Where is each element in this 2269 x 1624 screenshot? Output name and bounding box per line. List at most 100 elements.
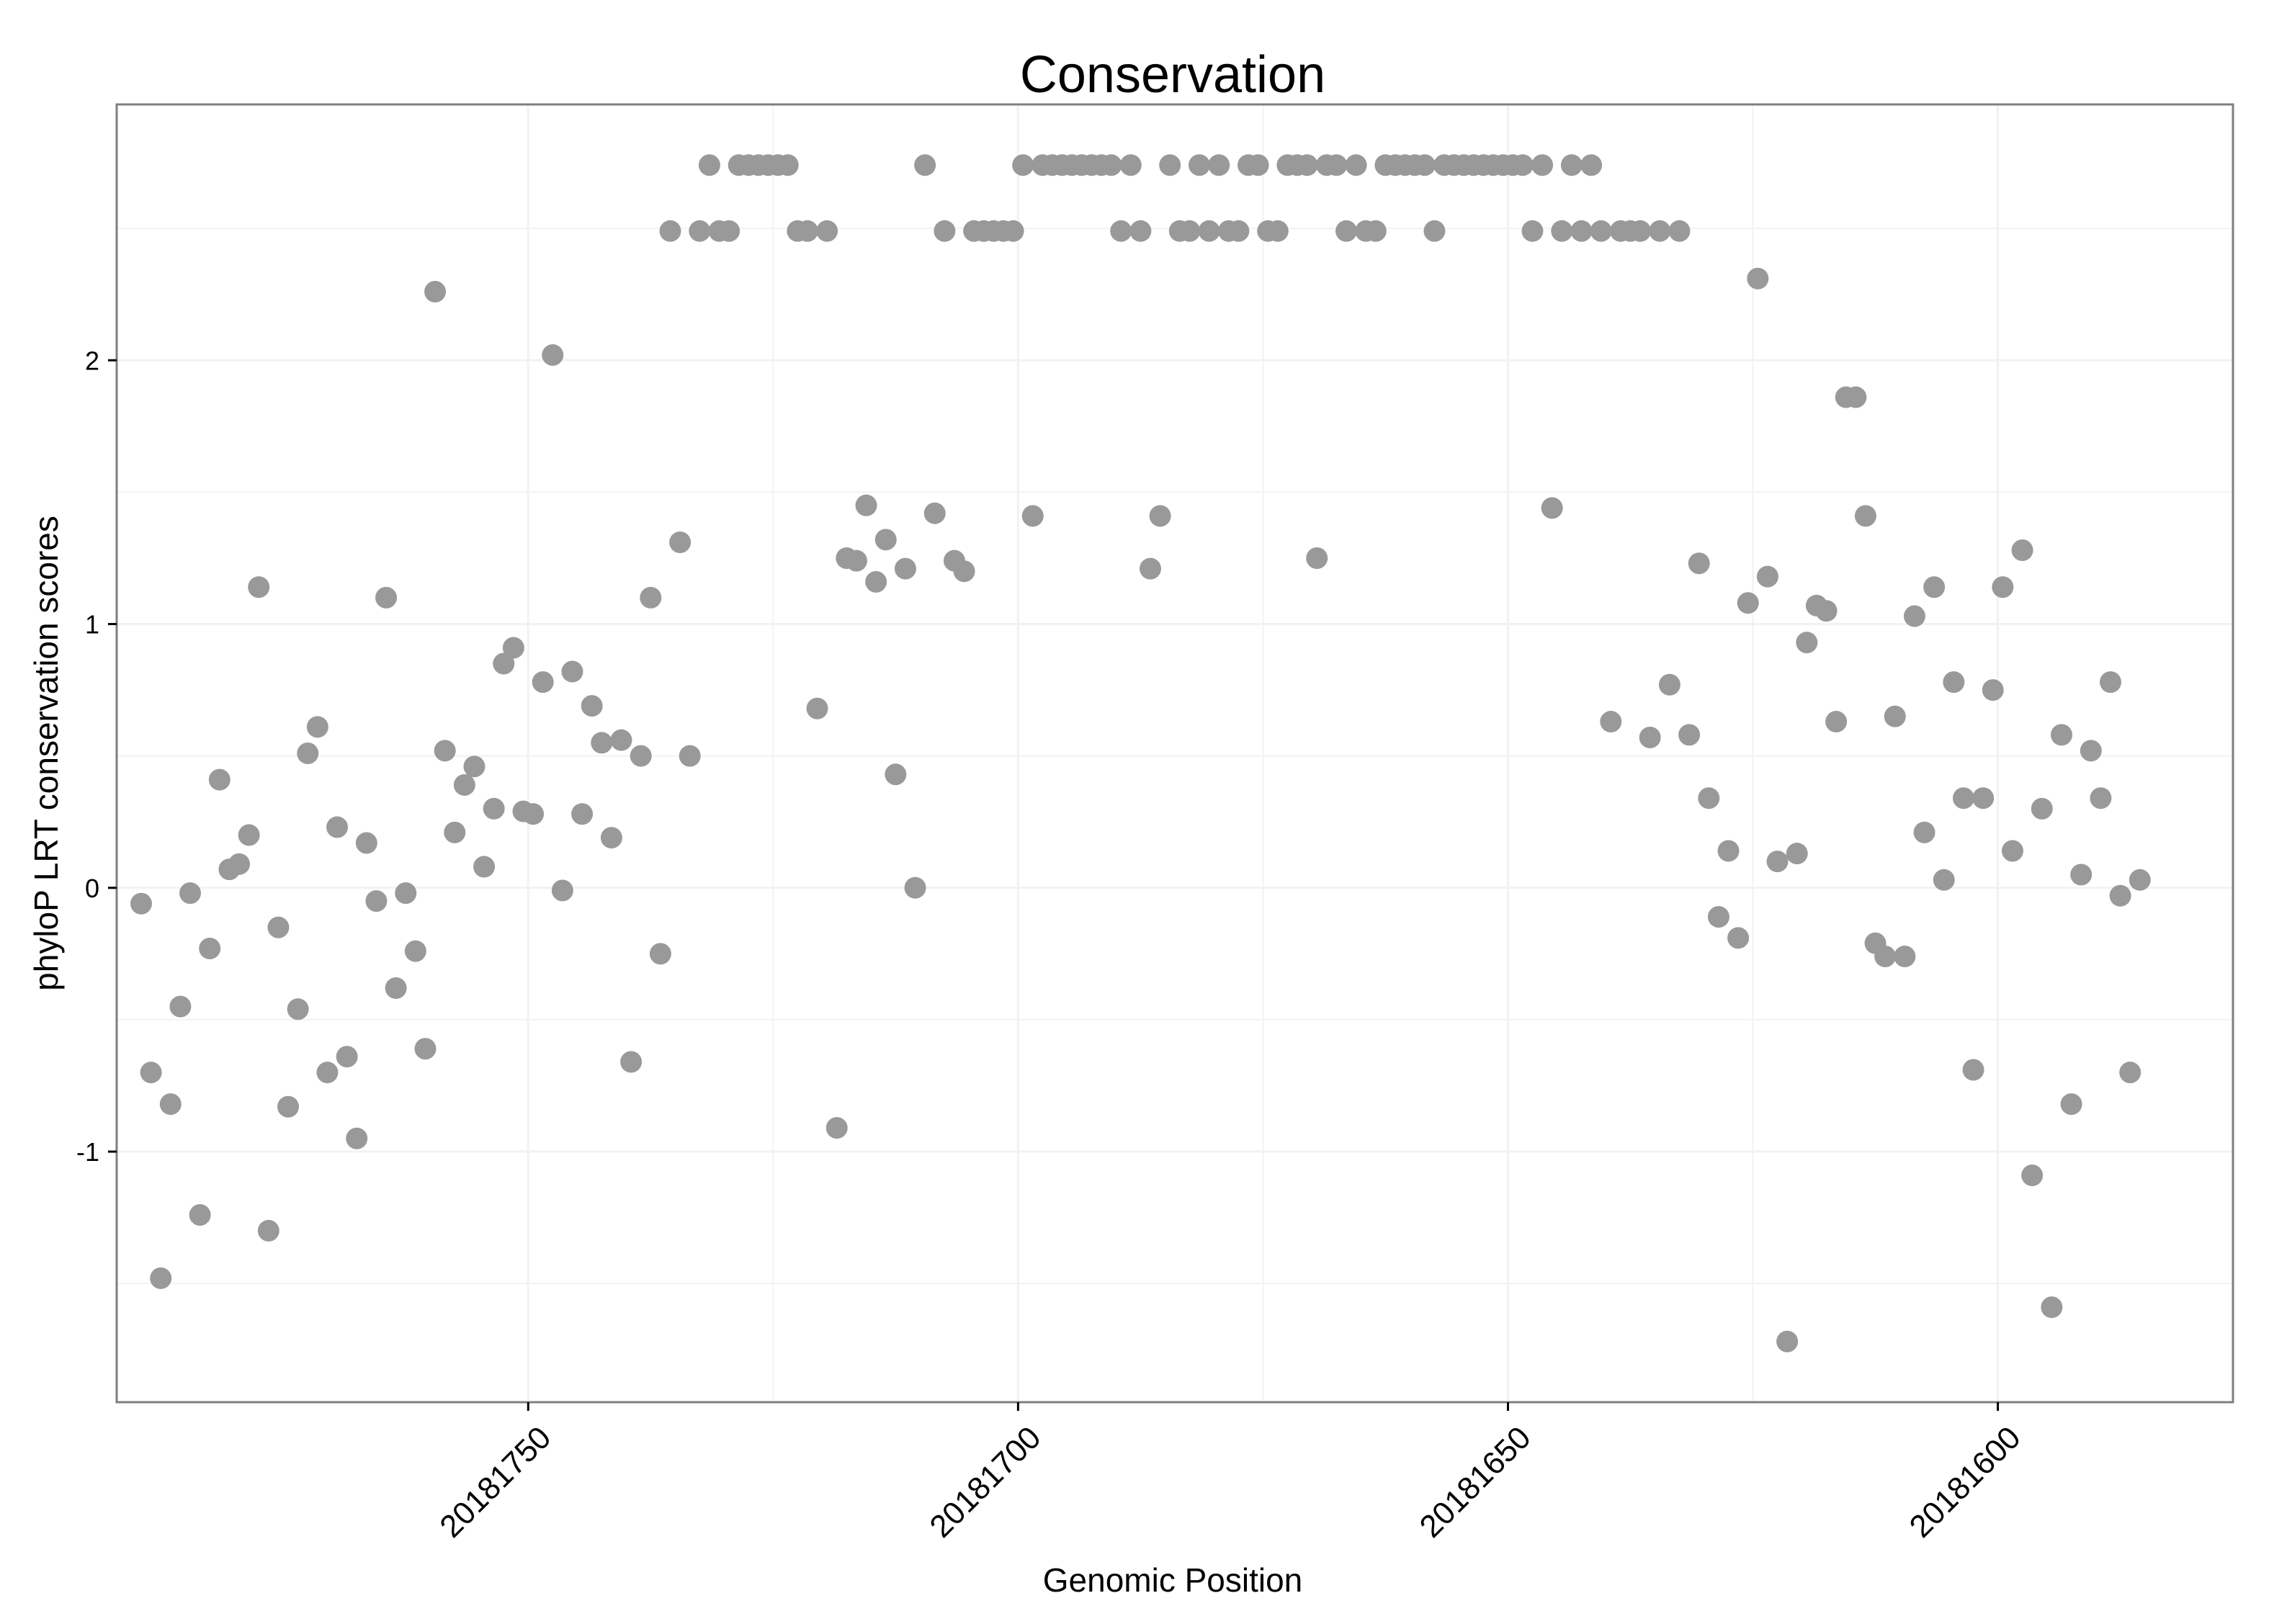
data-point-183 xyxy=(1923,576,1946,598)
data-point-1 xyxy=(140,1062,162,1084)
data-point-173 xyxy=(1825,711,1848,733)
data-point-53 xyxy=(649,943,671,965)
x-tick-label-2: 20181650 xyxy=(1413,1419,1538,1544)
data-point-10 xyxy=(228,853,251,875)
data-point-110 xyxy=(1208,154,1230,176)
data-point-104 xyxy=(1149,505,1171,527)
chart-title: Conservation xyxy=(1020,46,1325,104)
data-point-25 xyxy=(375,586,398,609)
data-point-89 xyxy=(1002,220,1024,242)
data-point-114 xyxy=(1247,154,1269,176)
data-point-197 xyxy=(2060,1093,2082,1116)
data-point-122 xyxy=(1325,154,1348,176)
data-point-161 xyxy=(1707,906,1729,928)
data-point-149 xyxy=(1590,220,1612,242)
data-point-38 xyxy=(502,637,524,659)
data-point-2 xyxy=(150,1267,172,1289)
data-point-26 xyxy=(385,977,407,999)
data-point-18 xyxy=(306,716,328,738)
data-point-179 xyxy=(1884,705,1906,727)
data-point-124 xyxy=(1345,154,1367,176)
data-point-158 xyxy=(1678,724,1701,746)
x-axis-label: Genomic Position xyxy=(1043,1561,1303,1599)
data-point-190 xyxy=(1992,576,2014,598)
data-point-70 xyxy=(816,220,838,242)
data-point-13 xyxy=(257,1219,279,1242)
data-point-56 xyxy=(679,745,701,767)
data-point-120 xyxy=(1306,547,1328,569)
data-point-166 xyxy=(1756,565,1778,588)
data-point-186 xyxy=(1952,787,1974,809)
data-point-191 xyxy=(2001,840,2023,862)
data-point-47 xyxy=(591,732,613,754)
data-point-29 xyxy=(414,1038,437,1060)
data-point-189 xyxy=(1982,679,2004,701)
data-point-33 xyxy=(453,773,475,796)
data-point-203 xyxy=(2119,1062,2142,1084)
data-point-162 xyxy=(1717,840,1740,862)
data-point-157 xyxy=(1668,220,1691,242)
data-point-58 xyxy=(698,154,720,176)
data-point-60 xyxy=(718,220,740,242)
data-point-55 xyxy=(669,531,692,553)
data-point-75 xyxy=(865,570,887,593)
data-point-144 xyxy=(1541,497,1563,519)
data-point-167 xyxy=(1766,851,1789,873)
data-point-81 xyxy=(923,502,946,524)
data-point-34 xyxy=(463,755,485,778)
data-point-154 xyxy=(1639,727,1661,749)
data-point-22 xyxy=(346,1127,368,1149)
data-point-153 xyxy=(1629,220,1652,242)
data-point-165 xyxy=(1747,267,1769,290)
y-tick-label-2: 1 xyxy=(85,610,99,640)
data-point-182 xyxy=(1913,821,1935,843)
data-point-15 xyxy=(277,1095,300,1118)
data-point-181 xyxy=(1903,605,1925,627)
data-point-74 xyxy=(855,494,877,516)
data-point-126 xyxy=(1364,220,1387,242)
data-point-20 xyxy=(326,816,349,838)
data-point-159 xyxy=(1688,552,1710,575)
data-point-27 xyxy=(395,882,417,905)
data-point-49 xyxy=(610,729,632,751)
data-point-102 xyxy=(1129,220,1152,242)
data-point-0 xyxy=(130,892,153,915)
data-point-76 xyxy=(874,529,897,551)
data-point-46 xyxy=(581,695,603,717)
data-point-142 xyxy=(1521,220,1544,242)
data-point-45 xyxy=(571,803,594,825)
data-point-172 xyxy=(1815,600,1838,622)
data-point-148 xyxy=(1580,154,1603,176)
data-point-7 xyxy=(199,938,221,960)
data-point-19 xyxy=(316,1062,339,1084)
data-point-146 xyxy=(1560,154,1583,176)
data-point-43 xyxy=(551,879,573,902)
data-point-82 xyxy=(934,220,956,242)
data-point-30 xyxy=(424,281,447,303)
data-point-91 xyxy=(1021,505,1044,527)
data-point-164 xyxy=(1737,592,1759,614)
y-tick-label-3: 2 xyxy=(85,346,99,375)
data-point-178 xyxy=(1874,946,1897,968)
data-point-192 xyxy=(2011,539,2033,561)
data-point-180 xyxy=(1894,946,1916,968)
data-point-103 xyxy=(1139,557,1161,580)
data-point-101 xyxy=(1119,154,1142,176)
y-tick-label-1: 0 xyxy=(85,874,99,903)
data-point-147 xyxy=(1570,220,1593,242)
x-tick-label-0: 20181750 xyxy=(433,1419,558,1544)
data-point-132 xyxy=(1423,220,1446,242)
data-point-12 xyxy=(248,576,270,598)
data-point-11 xyxy=(238,824,260,846)
data-point-68 xyxy=(796,220,818,242)
data-point-145 xyxy=(1551,220,1573,242)
data-point-54 xyxy=(659,220,681,242)
data-point-107 xyxy=(1178,220,1201,242)
data-point-57 xyxy=(689,220,711,242)
data-point-78 xyxy=(894,557,916,580)
data-points xyxy=(130,154,2151,1352)
data-point-24 xyxy=(365,890,388,912)
data-point-42 xyxy=(542,344,564,366)
